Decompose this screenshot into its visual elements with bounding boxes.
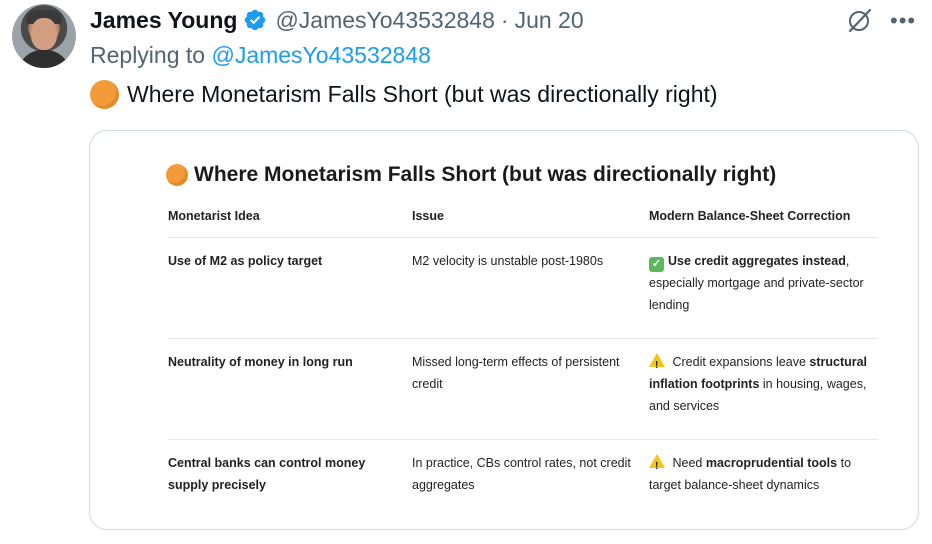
author-avatar[interactable]: [12, 4, 76, 68]
tweet-text-body: Where Monetarism Falls Short (but was di…: [127, 81, 718, 107]
attached-image-card[interactable]: Where Monetarism Falls Short (but was di…: [89, 130, 919, 530]
tweet-date[interactable]: Jun 20: [514, 6, 584, 33]
issue-cell: In practice, CBs control rates, not cred…: [412, 439, 649, 529]
warning-icon: [649, 353, 665, 377]
table-header-row: Monetarist Idea Issue Modern Balance-She…: [168, 209, 878, 238]
tweet-header: James Young @JamesYo43532848 · Jun 20: [90, 6, 584, 34]
idea-cell: Central banks can control money supply p…: [168, 439, 412, 529]
correction-bold: structural inflation footprints: [649, 355, 868, 391]
tweet-text: Where Monetarism Falls Short (but was di…: [90, 80, 718, 109]
comparison-table: Monetarist Idea Issue Modern Balance-She…: [168, 209, 878, 529]
grok-icon[interactable]: [844, 6, 874, 36]
orange-circle-icon: [90, 80, 119, 109]
warning-icon: [649, 454, 665, 478]
correction-pre: Credit expansions leave: [672, 355, 810, 369]
check-mark-icon: ✓: [649, 257, 664, 272]
table-row: Central banks can control money supply p…: [168, 439, 878, 529]
idea-cell: Use of M2 as policy target: [168, 237, 412, 339]
correction-cell: ✓ Use credit aggregates instead, especial…: [649, 237, 878, 339]
correction-cell: Need macroprudential tools to target bal…: [649, 439, 878, 529]
issue-cell: Missed long-term effects of persistent c…: [412, 338, 649, 440]
correction-pre: Need: [672, 456, 706, 470]
author-display-name[interactable]: James Young: [90, 6, 238, 33]
author-handle[interactable]: @JamesYo43532848: [275, 6, 495, 33]
verified-badge-icon[interactable]: [243, 8, 267, 32]
correction-rest: , especially mortgage and private-sector…: [649, 254, 864, 312]
table-row: Use of M2 as policy target M2 velocity i…: [168, 237, 878, 339]
correction-bold: Use credit aggregates instead: [668, 254, 846, 268]
correction-cell: Credit expansions leave structural infla…: [649, 338, 878, 440]
replying-mention-link[interactable]: @JamesYo43532848: [211, 42, 431, 68]
issue-cell: M2 velocity is unstable post-1980s: [412, 237, 649, 339]
correction-bold: macroprudential tools: [705, 456, 838, 470]
more-options-icon[interactable]: •••: [890, 8, 917, 33]
table-row: Neutrality of money in long run Missed l…: [168, 338, 878, 440]
header-separator: ·: [500, 6, 509, 33]
card-title: Where Monetarism Falls Short (but was di…: [166, 163, 776, 187]
column-header: Modern Balance-Sheet Correction: [649, 209, 878, 238]
column-header: Issue: [412, 209, 649, 238]
correction-rest: to target balance-sheet dynamics: [649, 456, 852, 492]
idea-cell: Neutrality of money in long run: [168, 338, 412, 440]
replying-prefix: Replying to: [90, 42, 206, 68]
card-title-text: Where Monetarism Falls Short (but was di…: [194, 163, 777, 186]
column-header: Monetarist Idea: [168, 209, 412, 238]
replying-to: Replying to @JamesYo43532848: [90, 42, 431, 69]
correction-rest: in housing, wages, and services: [649, 377, 867, 413]
orange-circle-icon: [166, 164, 188, 186]
